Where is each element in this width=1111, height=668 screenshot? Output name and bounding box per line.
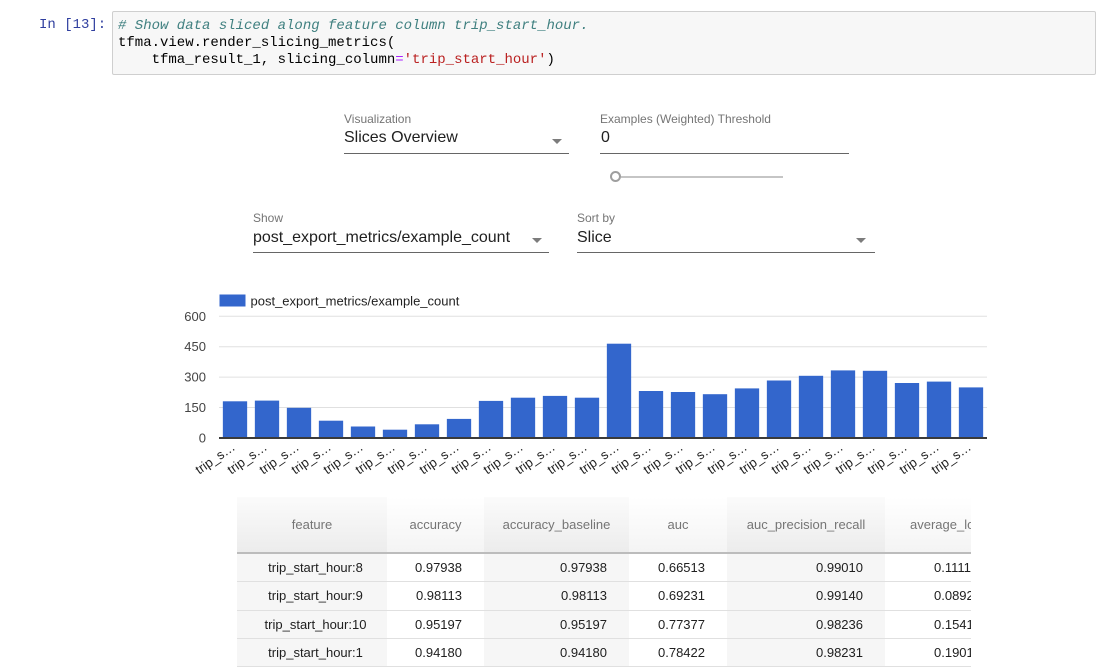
- svg-text:0: 0: [199, 430, 206, 445]
- svg-text:150: 150: [184, 400, 206, 415]
- svg-text:450: 450: [184, 339, 206, 354]
- svg-text:300: 300: [184, 370, 206, 385]
- svg-text:post_export_metrics/example_co: post_export_metrics/example_count: [251, 294, 460, 309]
- svg-text:600: 600: [184, 309, 206, 324]
